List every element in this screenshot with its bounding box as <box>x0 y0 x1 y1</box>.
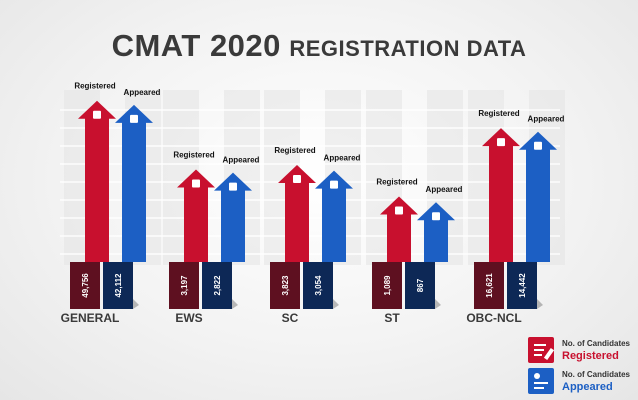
appeared-value-label: 3,054 <box>314 275 323 296</box>
registered-arrow-icon <box>192 179 200 188</box>
title-main: CMAT 2020 <box>111 28 281 63</box>
registered-arrow <box>278 165 316 262</box>
registered-arrow <box>78 100 116 262</box>
appeared-value-label: 2,822 <box>213 275 222 296</box>
appeared-arrow-icon <box>432 212 440 221</box>
appeared-arrow-icon <box>534 141 542 150</box>
registered-arrow-label: Registered <box>376 177 417 186</box>
appeared-value-box <box>202 262 232 309</box>
registered-arrow-icon <box>497 138 505 147</box>
registered-arrow-label: Registered <box>478 109 519 118</box>
appeared-value-box <box>507 262 537 309</box>
box-shadow <box>435 299 441 309</box>
registered-value-box <box>169 262 199 309</box>
registered-arrow-label: Registered <box>173 150 214 159</box>
category-label: EWS <box>175 311 202 325</box>
box-shadow <box>333 299 339 309</box>
registered-value-label: 16,621 <box>485 273 494 298</box>
registered-arrow-icon <box>93 110 101 119</box>
registered-arrow <box>380 196 418 262</box>
registered-value-label: 1,089 <box>383 275 392 296</box>
appeared-value-label: 867 <box>416 278 425 292</box>
appeared-arrow-label: Appeared <box>528 115 565 124</box>
box-shadow <box>537 299 543 309</box>
registered-arrow <box>177 169 215 262</box>
registered-value-label: 3,823 <box>281 275 290 296</box>
registered-value-box <box>474 262 504 309</box>
appeared-arrow-icon <box>229 182 237 191</box>
appeared-arrow <box>214 172 252 262</box>
registered-value-box <box>70 262 100 309</box>
registered-value-box <box>372 262 402 309</box>
appeared-value-label: 42,112 <box>114 273 123 298</box>
appeared-arrow-icon <box>330 180 338 189</box>
appeared-arrow-label: Appeared <box>124 88 161 97</box>
title-sub: REGISTRATION DATA <box>289 36 527 61</box>
registered-arrow-label: Registered <box>274 146 315 155</box>
category-label: ST <box>384 311 400 325</box>
registered-arrow-icon <box>293 175 301 184</box>
appeared-arrow-icon <box>130 114 138 123</box>
registered-arrow-icon <box>395 206 403 215</box>
registered-arrow-label: Registered <box>74 82 115 91</box>
appeared-arrow <box>115 104 153 263</box>
appeared-arrow-label: Appeared <box>426 185 463 194</box>
appeared-arrow-label: Appeared <box>223 156 260 165</box>
appeared-value-box <box>303 262 333 309</box>
registered-arrow <box>482 128 520 262</box>
appeared-arrow-label: Appeared <box>324 154 361 163</box>
appeared-value-label: 14,442 <box>518 273 527 298</box>
category-label: OBC-NCL <box>466 311 521 325</box>
box-shadow <box>232 299 238 309</box>
appeared-value-box <box>405 262 435 309</box>
appeared-arrow <box>519 131 557 262</box>
appeared-arrow <box>315 170 353 262</box>
chart-title: CMAT 2020 REGISTRATION DATA <box>0 28 638 64</box>
appeared-value-box <box>103 262 133 309</box>
category-label: SC <box>282 311 299 325</box>
appeared-arrow <box>417 202 455 262</box>
registered-value-box <box>270 262 300 309</box>
registered-value-label: 3,197 <box>180 275 189 296</box>
category-label: GENERAL <box>61 311 120 325</box>
box-shadow <box>133 299 139 309</box>
registered-value-label: 49,756 <box>81 273 90 298</box>
